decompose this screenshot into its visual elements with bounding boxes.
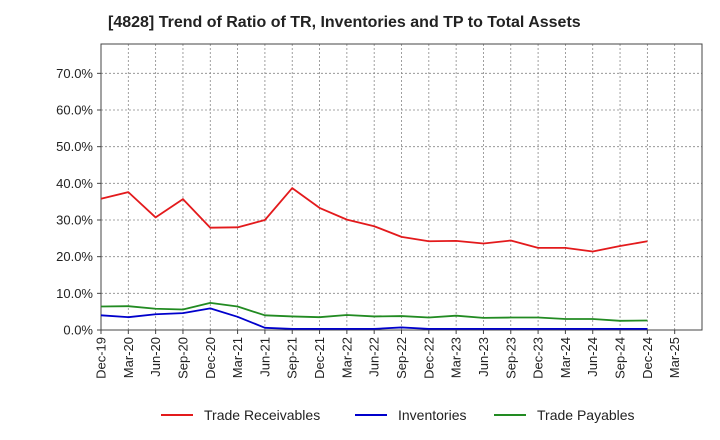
x-tick-label: Mar-22 — [339, 337, 354, 378]
x-tick-label: Mar-20 — [121, 337, 136, 378]
series-line — [100, 307, 648, 330]
x-tick-label: Sep-24 — [613, 337, 628, 379]
x-tick-label: Jun-24 — [585, 337, 600, 377]
x-tick-label: Dec-20 — [203, 337, 218, 379]
series-line — [100, 301, 648, 322]
x-tick-label: Mar-23 — [449, 337, 464, 378]
y-tick-label: 70.0% — [56, 66, 93, 81]
x-tick-label: Dec-21 — [312, 337, 327, 379]
x-tick-label: Jun-22 — [367, 337, 382, 377]
y-tick-label: 60.0% — [56, 103, 93, 118]
x-tick-label: Mar-24 — [558, 337, 573, 378]
y-tick-label: 40.0% — [56, 176, 93, 191]
x-tick-label: Mar-21 — [230, 337, 245, 378]
series-line — [100, 187, 648, 253]
y-tick-label: 50.0% — [56, 139, 93, 154]
x-tick-label: Dec-22 — [421, 337, 436, 379]
x-tick-label: Dec-23 — [531, 337, 546, 379]
x-tick-label: Jun-23 — [476, 337, 491, 377]
x-tick-label: Sep-21 — [285, 337, 300, 379]
chart-title: [4828] Trend of Ratio of TR, Inventories… — [108, 14, 581, 31]
y-tick-label: 30.0% — [56, 213, 93, 228]
legend-label: Trade Payables — [537, 407, 635, 423]
plot-area — [101, 44, 702, 330]
legend-label: Inventories — [398, 407, 466, 423]
x-tick-label: Jun-20 — [148, 337, 163, 377]
x-tick-label: Dec-24 — [640, 337, 655, 379]
x-tick-label: Sep-23 — [503, 337, 518, 379]
x-tick-label: Sep-22 — [394, 337, 409, 379]
x-tick-label: Dec-19 — [94, 337, 109, 379]
x-tick-label: Mar-25 — [667, 337, 682, 378]
x-tick-label: Jun-21 — [257, 337, 272, 377]
x-tick-label: Sep-20 — [175, 337, 190, 379]
legend-label: Trade Receivables — [204, 407, 320, 423]
y-tick-label: 20.0% — [56, 249, 93, 264]
y-tick-label: 10.0% — [56, 286, 93, 301]
y-tick-label: 0.0% — [63, 323, 93, 338]
